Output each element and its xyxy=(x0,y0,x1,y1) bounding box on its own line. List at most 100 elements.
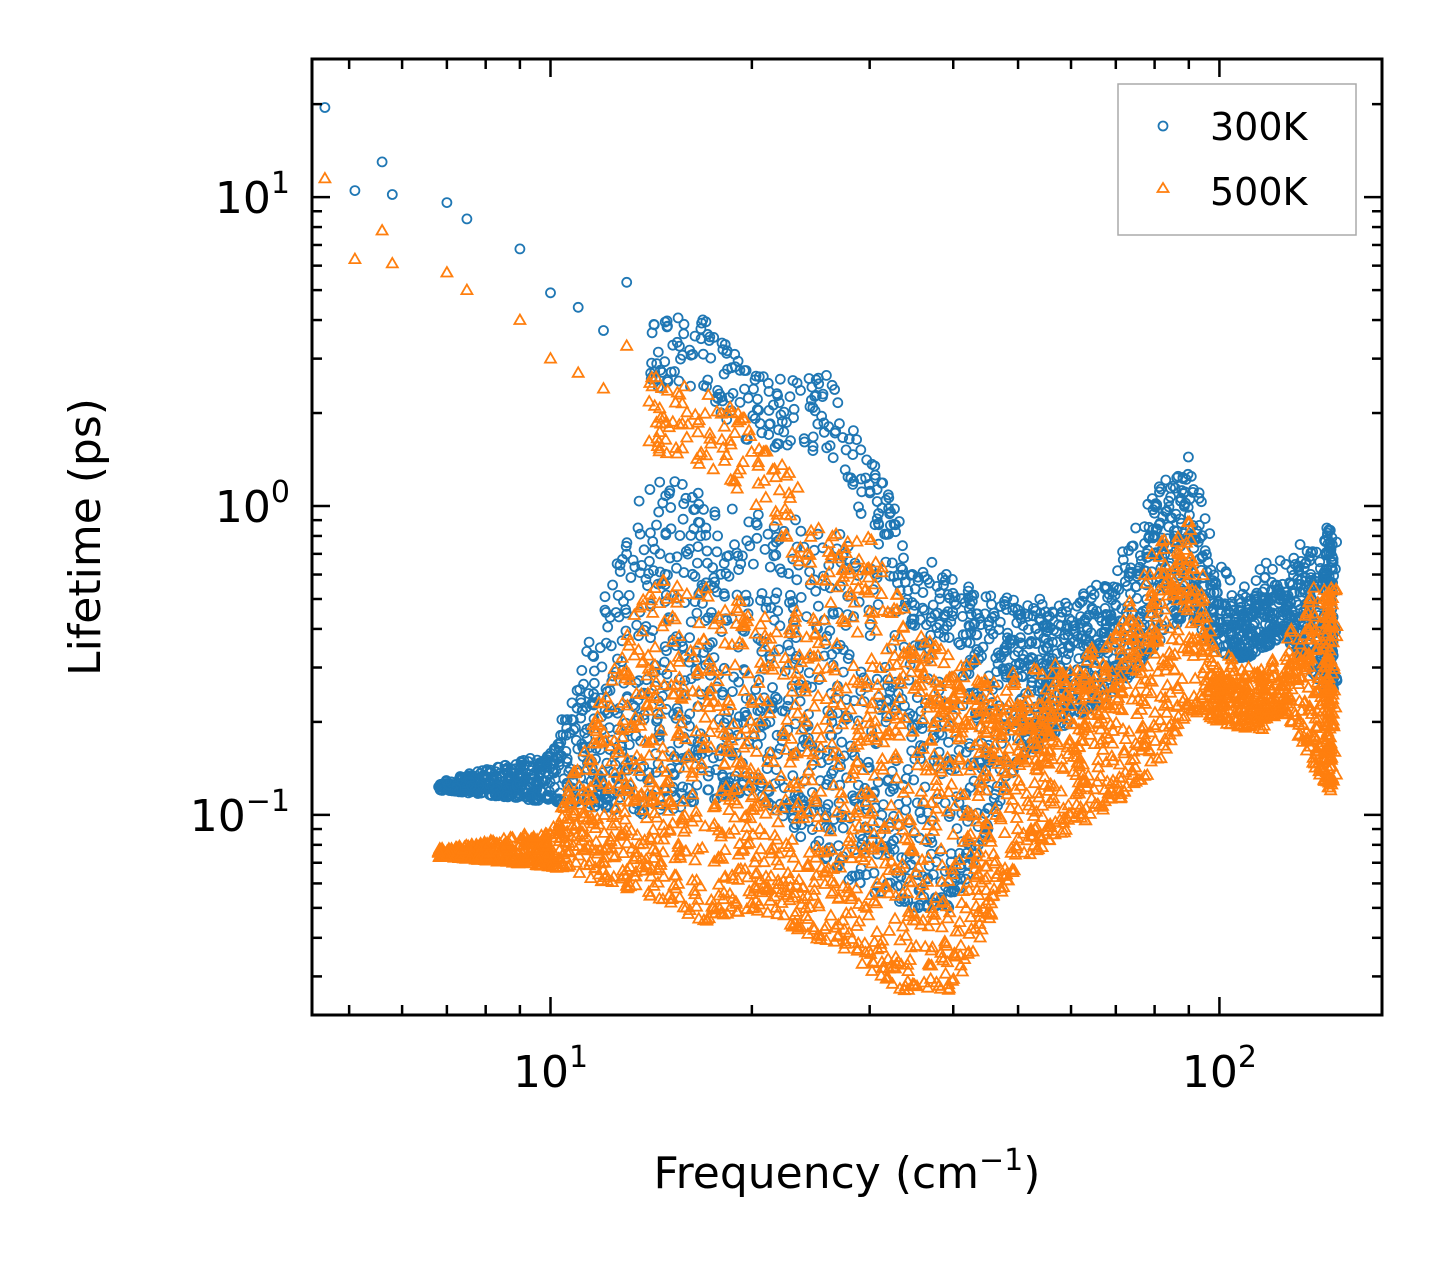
data-point xyxy=(731,589,743,601)
data-point xyxy=(1015,613,1027,625)
data-point xyxy=(684,344,695,356)
data-point xyxy=(512,771,524,783)
data-point xyxy=(751,519,763,531)
data-point xyxy=(1037,674,1048,686)
data-point xyxy=(481,764,493,775)
data-point xyxy=(1240,591,1251,603)
data-point xyxy=(376,156,388,168)
data-point xyxy=(760,718,772,730)
data-point xyxy=(466,779,478,790)
data-point xyxy=(778,406,790,418)
data-point xyxy=(702,557,713,569)
data-point xyxy=(888,783,899,795)
data-point xyxy=(888,518,900,530)
data-point xyxy=(764,561,776,573)
data-point xyxy=(838,845,854,858)
data-point xyxy=(790,819,802,830)
data-point xyxy=(1250,575,1262,586)
data-point xyxy=(566,697,578,709)
data-point xyxy=(914,807,926,818)
data-point xyxy=(851,434,862,446)
data-point xyxy=(702,374,714,386)
data-point xyxy=(925,629,937,641)
data-point xyxy=(922,872,934,884)
data-point xyxy=(1194,532,1206,544)
data-point xyxy=(768,521,780,532)
data-point xyxy=(652,706,667,719)
data-point xyxy=(1078,640,1089,652)
data-point xyxy=(660,703,672,715)
data-point xyxy=(663,488,675,499)
data-point xyxy=(581,701,592,713)
data-point xyxy=(1008,634,1020,646)
data-point xyxy=(680,492,692,504)
data-point xyxy=(747,410,759,422)
data-point xyxy=(822,774,834,786)
data-point xyxy=(445,776,457,788)
data-point xyxy=(702,770,714,782)
data-point xyxy=(463,768,475,780)
data-point xyxy=(543,769,555,781)
data-point xyxy=(834,418,845,430)
data-point xyxy=(648,565,659,576)
data-point xyxy=(774,620,786,632)
data-point xyxy=(654,566,666,578)
data-point xyxy=(1153,481,1165,493)
data-point xyxy=(638,544,650,556)
data-point xyxy=(1130,636,1145,649)
data-point xyxy=(965,760,977,772)
data-point xyxy=(817,391,828,403)
data-point xyxy=(542,793,554,805)
data-point xyxy=(916,794,931,807)
data-point xyxy=(1136,555,1147,566)
data-point xyxy=(644,484,656,495)
data-point xyxy=(1167,480,1179,492)
data-point xyxy=(842,653,854,664)
data-point xyxy=(965,609,977,620)
data-point xyxy=(1106,723,1121,736)
data-point xyxy=(753,674,765,686)
data-point xyxy=(762,377,774,389)
data-point xyxy=(659,356,671,368)
data-point xyxy=(1103,588,1115,600)
data-point xyxy=(871,687,886,700)
data-point xyxy=(1109,589,1121,601)
data-point xyxy=(694,517,706,529)
data-point xyxy=(1060,654,1072,665)
data-point xyxy=(718,558,730,569)
data-point xyxy=(646,822,661,835)
data-point xyxy=(991,666,1002,677)
data-point xyxy=(709,506,721,518)
data-point xyxy=(612,707,623,719)
data-point xyxy=(1280,600,1292,612)
data-point xyxy=(721,551,733,562)
data-point xyxy=(1004,634,1016,645)
data-point xyxy=(829,427,841,439)
data-point xyxy=(806,381,818,393)
data-point xyxy=(441,197,453,209)
data-point xyxy=(802,732,814,744)
data-point xyxy=(1286,564,1298,576)
data-point xyxy=(849,845,864,859)
data-point xyxy=(461,213,473,225)
data-point xyxy=(690,842,705,855)
data-point xyxy=(862,756,874,768)
data-point xyxy=(807,445,819,457)
data-point xyxy=(1154,486,1165,498)
data-point xyxy=(727,810,742,823)
data-point xyxy=(1150,523,1162,535)
data-point xyxy=(1325,562,1337,574)
data-point xyxy=(997,825,1012,838)
data-point xyxy=(577,744,592,757)
data-point xyxy=(769,441,781,453)
data-point xyxy=(614,566,626,577)
data-point xyxy=(863,478,875,490)
data-point xyxy=(1193,492,1205,504)
data-point xyxy=(682,548,694,560)
data-point xyxy=(768,550,780,562)
data-point xyxy=(1260,557,1272,569)
data-point xyxy=(479,771,491,783)
data-point xyxy=(571,685,583,696)
data-point xyxy=(1041,611,1053,622)
data-point xyxy=(834,639,846,651)
